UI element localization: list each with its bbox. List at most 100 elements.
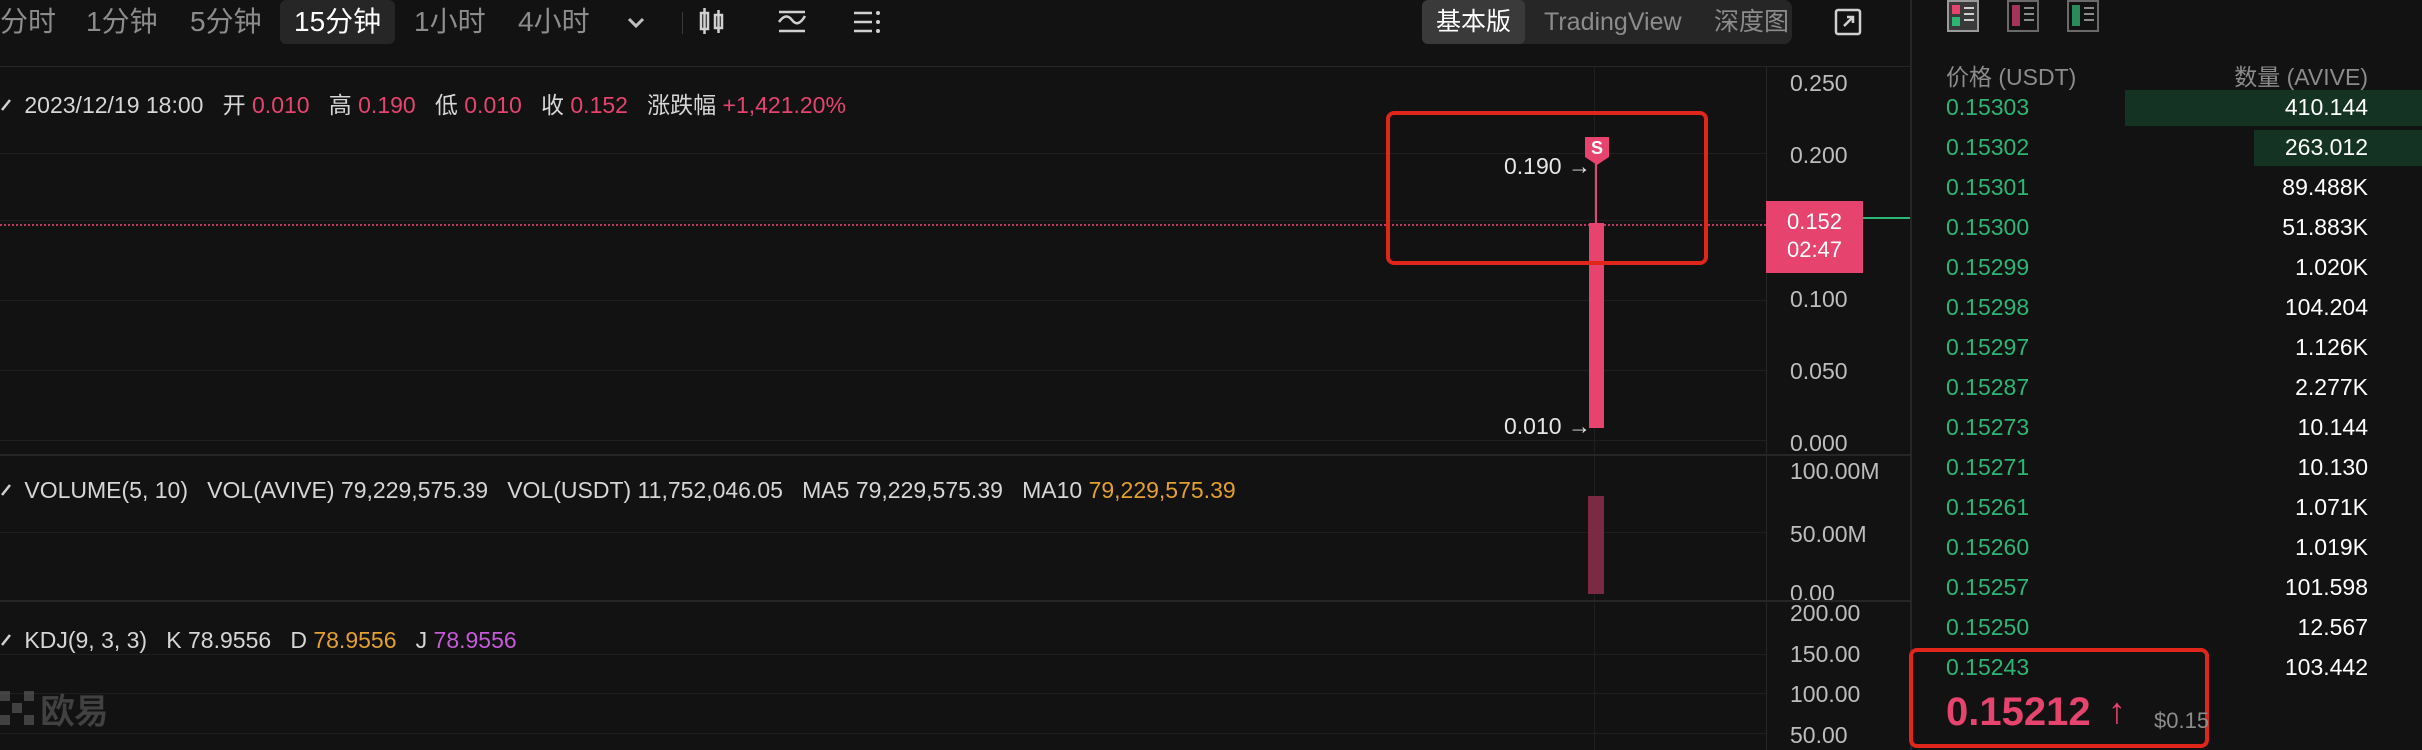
- orderbook-price: 0.15298: [1946, 294, 2030, 320]
- low-value: 0.010: [464, 92, 522, 118]
- kdj-title: KDJ(9, 3, 3): [24, 627, 148, 653]
- timeframe-tab-4h[interactable]: 4小时: [518, 6, 590, 37]
- pane-divider[interactable]: [0, 600, 1910, 602]
- orderbook-row[interactable]: 0.15299 1.020K: [1912, 248, 2422, 288]
- orderbook-price: 0.15273: [1946, 414, 2030, 440]
- timeframe-tab-5m[interactable]: 5分钟: [190, 6, 262, 37]
- countdown-timer: 02:47: [1786, 237, 1843, 262]
- candle-datetime: 2023/12/19 18:00: [24, 92, 204, 118]
- k-value: 78.9556: [188, 627, 272, 653]
- orderbook-row[interactable]: 0.15260 1.019K: [1912, 528, 2422, 568]
- orderbook-qty: 263.012: [2284, 134, 2368, 160]
- collapse-arrow-icon[interactable]: [0, 479, 18, 501]
- orderbook-qty: 51.883K: [2282, 214, 2368, 240]
- orderbook-row[interactable]: 0.15257 101.598: [1912, 568, 2422, 608]
- kdj-info-bar: KDJ(9, 3, 3) K 78.9556 D 78.9556 J 78.95…: [0, 627, 517, 654]
- current-price-tag: 0.152 02:47: [1766, 201, 1863, 273]
- vol-avive-label: VOL(AVIVE): [207, 477, 335, 503]
- orderbook-asks-icon[interactable]: [2006, 0, 2040, 32]
- orderbook-row[interactable]: 0.15261 1.071K: [1912, 488, 2422, 528]
- orderbook-price: 0.15303: [1946, 94, 2030, 120]
- collapse-arrow-icon[interactable]: [0, 94, 18, 116]
- ma5-label: MA5: [802, 477, 850, 503]
- panel-divider: [1910, 0, 1912, 750]
- candle-body[interactable]: [1589, 223, 1604, 428]
- high-label: 高: [328, 92, 352, 118]
- orderbook-row[interactable]: 0.15300 51.883K: [1912, 208, 2422, 248]
- orderbook-row[interactable]: 0.15301 89.488K: [1912, 168, 2422, 208]
- highlight-box: [1909, 648, 2209, 748]
- fullscreen-icon[interactable]: [1830, 4, 1870, 40]
- orderbook-price-header: 价格 (USDT): [1946, 64, 2077, 90]
- price-axis: [1766, 67, 1911, 750]
- orderbook-qty: 10.144: [2297, 414, 2368, 440]
- volume-info-bar: VOLUME(5, 10) VOL(AVIVE) 79,229,575.39 V…: [0, 477, 1236, 504]
- low-label: 低: [434, 92, 458, 118]
- orderbook-qty: 89.488K: [2282, 174, 2368, 200]
- view-tab-tradingview[interactable]: TradingView: [1544, 8, 1682, 36]
- indicator-icon[interactable]: [774, 4, 814, 40]
- orderbook-both-icon[interactable]: [1946, 0, 1980, 32]
- candlestick-icon[interactable]: [694, 4, 734, 40]
- orderbook-row[interactable]: 0.15297 1.126K: [1912, 328, 2422, 368]
- ma5-value: 79,229,575.39: [855, 477, 1003, 503]
- orderbook-price: 0.15297: [1946, 334, 2030, 360]
- j-label: J: [415, 627, 428, 653]
- orderbook-price: 0.15260: [1946, 534, 2030, 560]
- volume-bar[interactable]: [1588, 496, 1604, 594]
- settings-list-icon[interactable]: [848, 4, 888, 40]
- orderbook-price: 0.15243: [1946, 654, 2030, 680]
- change-label: 涨跌幅: [647, 92, 717, 118]
- d-value: 78.9556: [313, 627, 397, 653]
- price-axis-tick: 0.200: [1790, 142, 1848, 168]
- k-label: K: [166, 627, 182, 653]
- highlight-box: [1386, 111, 1708, 265]
- last-price-usd: $0.15: [2154, 708, 2210, 733]
- volume-axis-tick: 50.00M: [1790, 521, 1867, 547]
- orderbook-row[interactable]: 0.15303 410.144: [1912, 88, 2422, 128]
- orderbook-qty: 1.019K: [2295, 534, 2368, 560]
- orderbook-qty: 410.144: [2284, 94, 2368, 120]
- orderbook-row[interactable]: 0.15273 10.144: [1912, 408, 2422, 448]
- orderbook-qty: 12.567: [2297, 614, 2368, 640]
- orderbook-qty: 101.598: [2284, 574, 2368, 600]
- price-axis-tick: 0.000: [1790, 430, 1848, 456]
- d-label: D: [290, 627, 307, 653]
- pane-divider[interactable]: [0, 454, 1910, 456]
- okx-logo-icon: [0, 690, 34, 725]
- candle-wick: [1595, 152, 1597, 224]
- timeframe-tab-line[interactable]: 分时: [0, 6, 57, 37]
- signal-badge[interactable]: S: [1585, 137, 1609, 165]
- orderbook-row[interactable]: 0.15298 104.204: [1912, 288, 2422, 328]
- orderbook-row[interactable]: 0.15302 263.012: [1912, 128, 2422, 168]
- view-tab-depth[interactable]: 深度图: [1714, 8, 1790, 36]
- orderbook-bids-icon[interactable]: [2066, 0, 2100, 32]
- current-price-line: [0, 224, 1766, 226]
- high-value: 0.190: [358, 92, 416, 118]
- kdj-axis-tick: 50.00: [1790, 722, 1848, 748]
- orderbook-price: 0.15261: [1946, 494, 2030, 520]
- kdj-axis-tick: 150.00: [1790, 641, 1861, 667]
- chart-toolbar: 分时 1分钟 5分钟 15分钟 1小时 4小时 基本版 TradingView …: [0, 0, 1910, 67]
- toolbar-divider: [682, 12, 683, 34]
- orderbook-qty: 103.442: [2284, 654, 2368, 680]
- depth-bar: [2254, 130, 2422, 166]
- view-tab-basic[interactable]: 基本版: [1422, 0, 1526, 44]
- price-axis-tick: 0.100: [1790, 286, 1848, 312]
- kdj-axis-tick: 200.00: [1790, 600, 1861, 626]
- collapse-arrow-icon[interactable]: [0, 629, 18, 651]
- orderbook-row[interactable]: 0.15243 103.442: [1912, 648, 2422, 688]
- timeframe-tab-15m[interactable]: 15分钟: [280, 0, 396, 44]
- volume-axis-tick: 100.00M: [1790, 458, 1880, 484]
- orderbook-row[interactable]: 0.15250 12.567: [1912, 608, 2422, 648]
- close-value: 0.152: [570, 92, 628, 118]
- chevron-down-icon[interactable]: [618, 4, 658, 40]
- orderbook-price: 0.15300: [1946, 214, 2030, 240]
- orderbook-row[interactable]: 0.15287 2.277K: [1912, 368, 2422, 408]
- price-axis-tick: 0.250: [1790, 70, 1848, 96]
- vol-usdt-value: 11,752,046.05: [637, 477, 783, 503]
- orderbook-row[interactable]: 0.15271 10.130: [1912, 448, 2422, 488]
- timeframe-tab-1h[interactable]: 1小时: [414, 6, 486, 37]
- timeframe-tab-1m[interactable]: 1分钟: [86, 6, 158, 37]
- orderbook-qty: 104.204: [2284, 294, 2368, 320]
